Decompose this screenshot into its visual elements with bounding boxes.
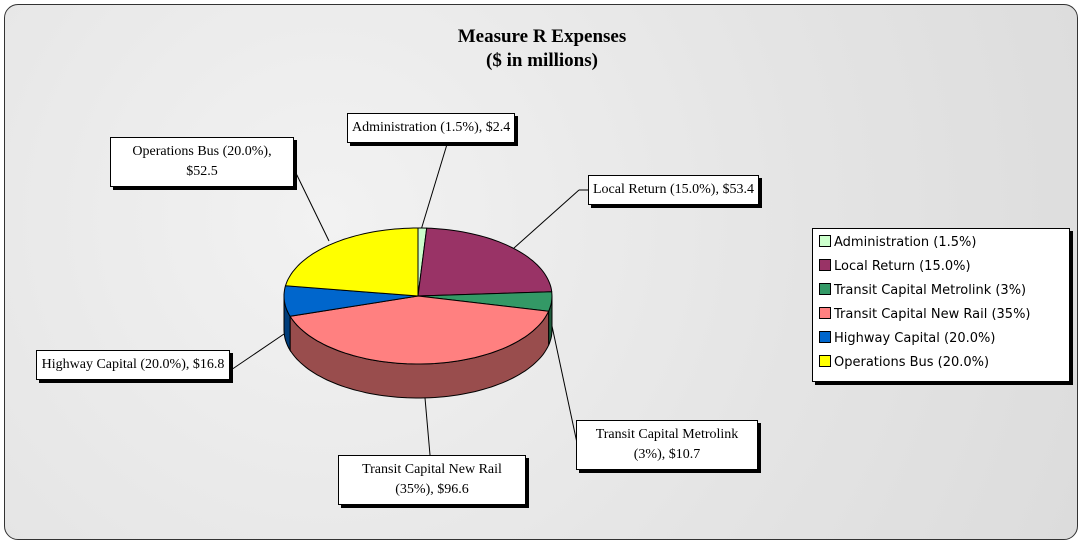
legend-entry: Administration (1.5%) bbox=[819, 233, 976, 253]
data-label: Highway Capital (20.0%), $16.8 bbox=[36, 350, 230, 380]
legend-swatch bbox=[819, 331, 831, 343]
legend-swatch bbox=[819, 283, 831, 295]
data-label: Administration (1.5%), $2.4 bbox=[347, 113, 516, 143]
leader-line bbox=[513, 189, 580, 249]
legend-entry: Operations Bus (20.0%) bbox=[819, 353, 989, 373]
legend-entry: Transit Capital Metrolink (3%) bbox=[819, 281, 1026, 301]
legend-swatch bbox=[819, 307, 831, 319]
legend-entry: Highway Capital (20.0%) bbox=[819, 329, 995, 349]
pie-slice bbox=[283, 285, 419, 317]
legend-label: Transit Capital New Rail (35%) bbox=[834, 307, 1031, 322]
pie-slice bbox=[284, 227, 419, 297]
legend-label: Transit Capital Metrolink (3%) bbox=[834, 283, 1027, 298]
legend-swatch bbox=[819, 355, 831, 367]
pie bbox=[283, 227, 553, 399]
data-label: Local Return (15.0%), $53.4 bbox=[588, 175, 759, 205]
chart-subtitle: ($ in millions) bbox=[486, 50, 598, 71]
data-label: Transit Capital New Rail (35%), $96.6 bbox=[338, 455, 526, 505]
leader-line bbox=[227, 333, 285, 373]
legend-label: Operations Bus (20.0%) bbox=[834, 355, 990, 370]
leader-lines bbox=[227, 140, 588, 456]
data-label: Transit Capital Metrolink (3%), $10.7 bbox=[576, 420, 758, 470]
legend-entry: Local Return (15.0%) bbox=[819, 257, 971, 277]
leader-line bbox=[424, 397, 431, 456]
legend-label: Local Return (15.0%) bbox=[834, 259, 971, 274]
legend-label: Highway Capital (20.0%) bbox=[834, 331, 996, 346]
legend-label: Administration (1.5%) bbox=[834, 235, 977, 250]
leader-line bbox=[420, 140, 449, 231]
legend-swatch bbox=[819, 235, 831, 247]
pie-slice bbox=[417, 291, 553, 312]
pie-slice bbox=[289, 295, 550, 365]
leader-line bbox=[548, 311, 578, 444]
chart-title: Measure R Expenses bbox=[457, 26, 627, 47]
legend: Administration (1.5%) Local Return (15.0%… bbox=[812, 228, 1070, 382]
legend-swatch bbox=[819, 259, 831, 271]
leader-line bbox=[291, 164, 330, 242]
pie-slice bbox=[417, 227, 553, 297]
legend-entry: Transit Capital New Rail (35%) bbox=[819, 305, 1031, 325]
data-label: Operations Bus (20.0%), $52.5 bbox=[110, 137, 294, 187]
